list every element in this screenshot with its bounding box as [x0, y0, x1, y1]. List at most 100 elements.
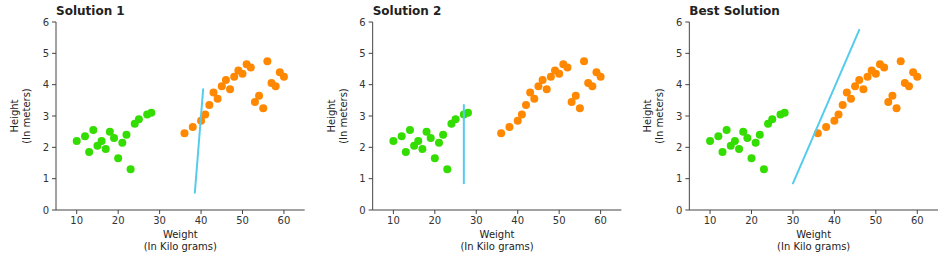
- y-tick-label: 5: [359, 48, 365, 59]
- point: [888, 92, 896, 100]
- x-axis-line: [56, 210, 305, 211]
- y-axis-label-line: (In meters): [21, 88, 32, 144]
- x-axis-label-line: (In Kilo grams): [460, 241, 533, 252]
- x-tick-label: 30: [787, 215, 800, 226]
- point: [752, 139, 760, 147]
- point: [201, 110, 209, 118]
- y-tick-label: 6: [359, 17, 365, 28]
- x-tick-label: 60: [911, 215, 924, 226]
- line: [463, 105, 465, 183]
- y-tick-label: 4: [43, 79, 49, 90]
- x-tick-label: 10: [387, 215, 400, 226]
- point: [214, 95, 222, 103]
- title: Solution 1: [56, 4, 125, 18]
- point: [905, 82, 913, 90]
- point: [402, 148, 410, 156]
- x-axis-label-line: Weight: [796, 229, 831, 240]
- point: [89, 126, 97, 134]
- panel: 1020304050600123456Solution 2Weight(In K…: [326, 4, 622, 252]
- y-tick: [52, 53, 56, 54]
- point: [497, 129, 505, 137]
- point: [443, 165, 451, 173]
- point: [464, 109, 472, 117]
- point: [576, 104, 584, 112]
- x-tick: [710, 210, 711, 214]
- point: [263, 57, 271, 65]
- y-tick: [369, 53, 373, 54]
- x-tick-label: 40: [828, 215, 841, 226]
- point: [756, 131, 764, 139]
- x-tick: [118, 210, 119, 214]
- point: [723, 126, 731, 134]
- point: [706, 137, 714, 145]
- point: [222, 76, 230, 84]
- y-axis-label-line: Height: [9, 99, 20, 132]
- y-tick: [52, 84, 56, 85]
- y-tick-label: 6: [43, 17, 49, 28]
- y-tick-label: 2: [676, 142, 682, 153]
- y-tick: [685, 178, 689, 179]
- point: [859, 85, 867, 93]
- point: [530, 95, 538, 103]
- y-tick-label: 1: [676, 173, 682, 184]
- y-tick: [369, 22, 373, 23]
- point: [255, 92, 263, 100]
- y-tick: [369, 147, 373, 148]
- x-tick: [476, 210, 477, 214]
- point: [205, 101, 213, 109]
- y-tick-label: 5: [43, 48, 49, 59]
- point: [435, 139, 443, 147]
- x-axis-label-line: (In Kilo grams): [777, 241, 850, 252]
- y-tick-label: 3: [43, 111, 49, 122]
- x-tick: [600, 210, 601, 214]
- y-tick-label: 2: [43, 142, 49, 153]
- y-tick: [685, 210, 689, 211]
- y-tick: [369, 84, 373, 85]
- y-tick-label: 0: [43, 205, 49, 216]
- y-axis-label-line: (In meters): [338, 88, 349, 144]
- x-tick-label: 10: [704, 215, 717, 226]
- point: [522, 101, 530, 109]
- y-tick-label: 0: [359, 205, 365, 216]
- x-tick: [875, 210, 876, 214]
- y-axis-label: Height(In meters): [642, 88, 665, 144]
- line: [195, 89, 203, 192]
- x-tick-label: 20: [428, 215, 441, 226]
- point: [872, 70, 880, 78]
- point: [226, 85, 234, 93]
- x-tick: [917, 210, 918, 214]
- point: [239, 70, 247, 78]
- x-tick-label: 20: [112, 215, 125, 226]
- point: [118, 139, 126, 147]
- x-tick: [283, 210, 284, 214]
- point: [431, 154, 439, 162]
- point: [563, 63, 571, 71]
- point: [427, 134, 435, 142]
- x-axis-label: Weight(In Kilo grams): [144, 229, 217, 252]
- x-axis-label: Weight(In Kilo grams): [460, 229, 533, 252]
- x-tick: [559, 210, 560, 214]
- y-tick: [52, 210, 56, 211]
- point: [735, 145, 743, 153]
- point: [73, 137, 81, 145]
- point: [389, 137, 397, 145]
- x-tick: [434, 210, 435, 214]
- x-tick: [792, 210, 793, 214]
- x-tick-label: 50: [553, 215, 566, 226]
- x-tick: [834, 210, 835, 214]
- point: [398, 132, 406, 140]
- title: Best Solution: [689, 4, 780, 18]
- y-tick-label: 3: [359, 111, 365, 122]
- x-tick-label: 60: [594, 215, 607, 226]
- x-tick-label: 10: [70, 215, 83, 226]
- point: [272, 82, 280, 90]
- x-axis-line: [373, 210, 622, 211]
- point: [85, 148, 93, 156]
- point: [893, 104, 901, 112]
- point: [180, 129, 188, 137]
- x-tick: [393, 210, 394, 214]
- y-axis-label: Height(In meters): [326, 88, 349, 144]
- point: [855, 76, 863, 84]
- y-tick-label: 3: [676, 111, 682, 122]
- point: [518, 110, 526, 118]
